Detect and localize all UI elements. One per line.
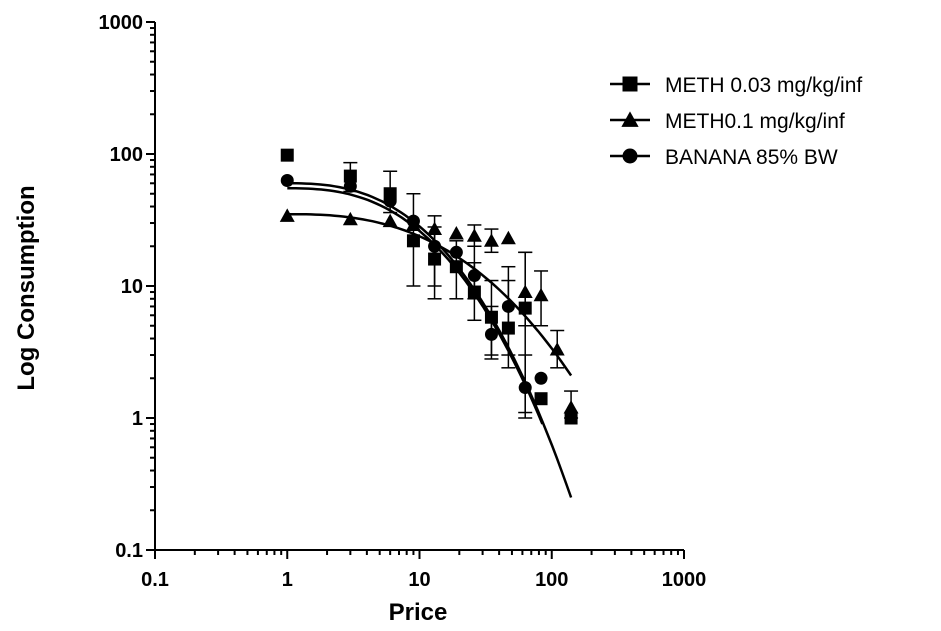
fit-curve-series-2 — [287, 182, 573, 498]
square-point — [467, 285, 481, 299]
triangle-point — [549, 342, 565, 356]
x-tick-label: 10 — [408, 569, 430, 591]
legend-label: METH0.1 mg/kg/inf — [665, 110, 845, 133]
circle-point — [449, 245, 463, 259]
square-point — [534, 392, 548, 406]
x-tick-label: 1000 — [662, 569, 707, 591]
legend-label: METH 0.03 mg/kg/inf — [665, 74, 862, 97]
legend-circle-icon — [622, 148, 638, 164]
square-point — [343, 169, 357, 183]
square-point — [484, 310, 498, 324]
x-axis-title: Price — [389, 599, 448, 626]
circle-point — [484, 327, 498, 341]
legend-triangle-icon — [621, 111, 639, 127]
legend: METH 0.03 mg/kg/inf METH0.1 mg/kg/inf BANA… — [610, 74, 862, 169]
triangle-point — [382, 213, 398, 228]
triangle-point — [483, 233, 499, 247]
data-points — [279, 148, 579, 425]
triangle-point — [563, 400, 579, 414]
square-point — [428, 252, 442, 266]
square-point — [564, 411, 578, 425]
y-axis-title: Log Consumption — [13, 185, 40, 390]
square-point — [518, 301, 532, 315]
y-tick-label: 0.1 — [115, 540, 143, 562]
legend-label: BANANA 85% BW — [665, 146, 838, 169]
triangle-point — [533, 287, 549, 302]
circle-point — [428, 239, 442, 253]
square-point — [449, 260, 463, 274]
circle-point — [518, 381, 532, 395]
triangle-point — [448, 225, 464, 240]
circle-point — [501, 299, 515, 313]
circle-point — [534, 371, 548, 385]
circle-point — [406, 214, 420, 228]
square-point — [406, 234, 420, 248]
triangle-point — [427, 221, 443, 236]
x-tick-label: 0.1 — [141, 569, 169, 591]
triangle-point — [279, 208, 295, 222]
triangle-point — [500, 230, 516, 245]
y-tick-label: 1 — [132, 408, 143, 430]
triangle-point — [517, 284, 533, 299]
axes: 0.1 1 10 100 1000 0.1 1 10 100 1000 — [99, 12, 707, 591]
square-point — [280, 148, 294, 162]
fit-curves — [287, 182, 573, 498]
circle-point — [383, 194, 397, 208]
circle-point — [280, 173, 294, 187]
circle-point — [343, 179, 357, 193]
y-tick-label: 10 — [121, 276, 143, 298]
x-tick-label: 100 — [535, 569, 568, 591]
triangle-point — [342, 211, 358, 226]
x-tick-label: 1 — [282, 569, 293, 591]
legend-square-icon — [622, 76, 638, 92]
y-tick-label: 100 — [110, 144, 143, 166]
y-tick-label: 1000 — [99, 12, 144, 34]
triangle-point — [466, 228, 482, 242]
circle-point — [467, 269, 481, 283]
square-point — [501, 321, 515, 335]
